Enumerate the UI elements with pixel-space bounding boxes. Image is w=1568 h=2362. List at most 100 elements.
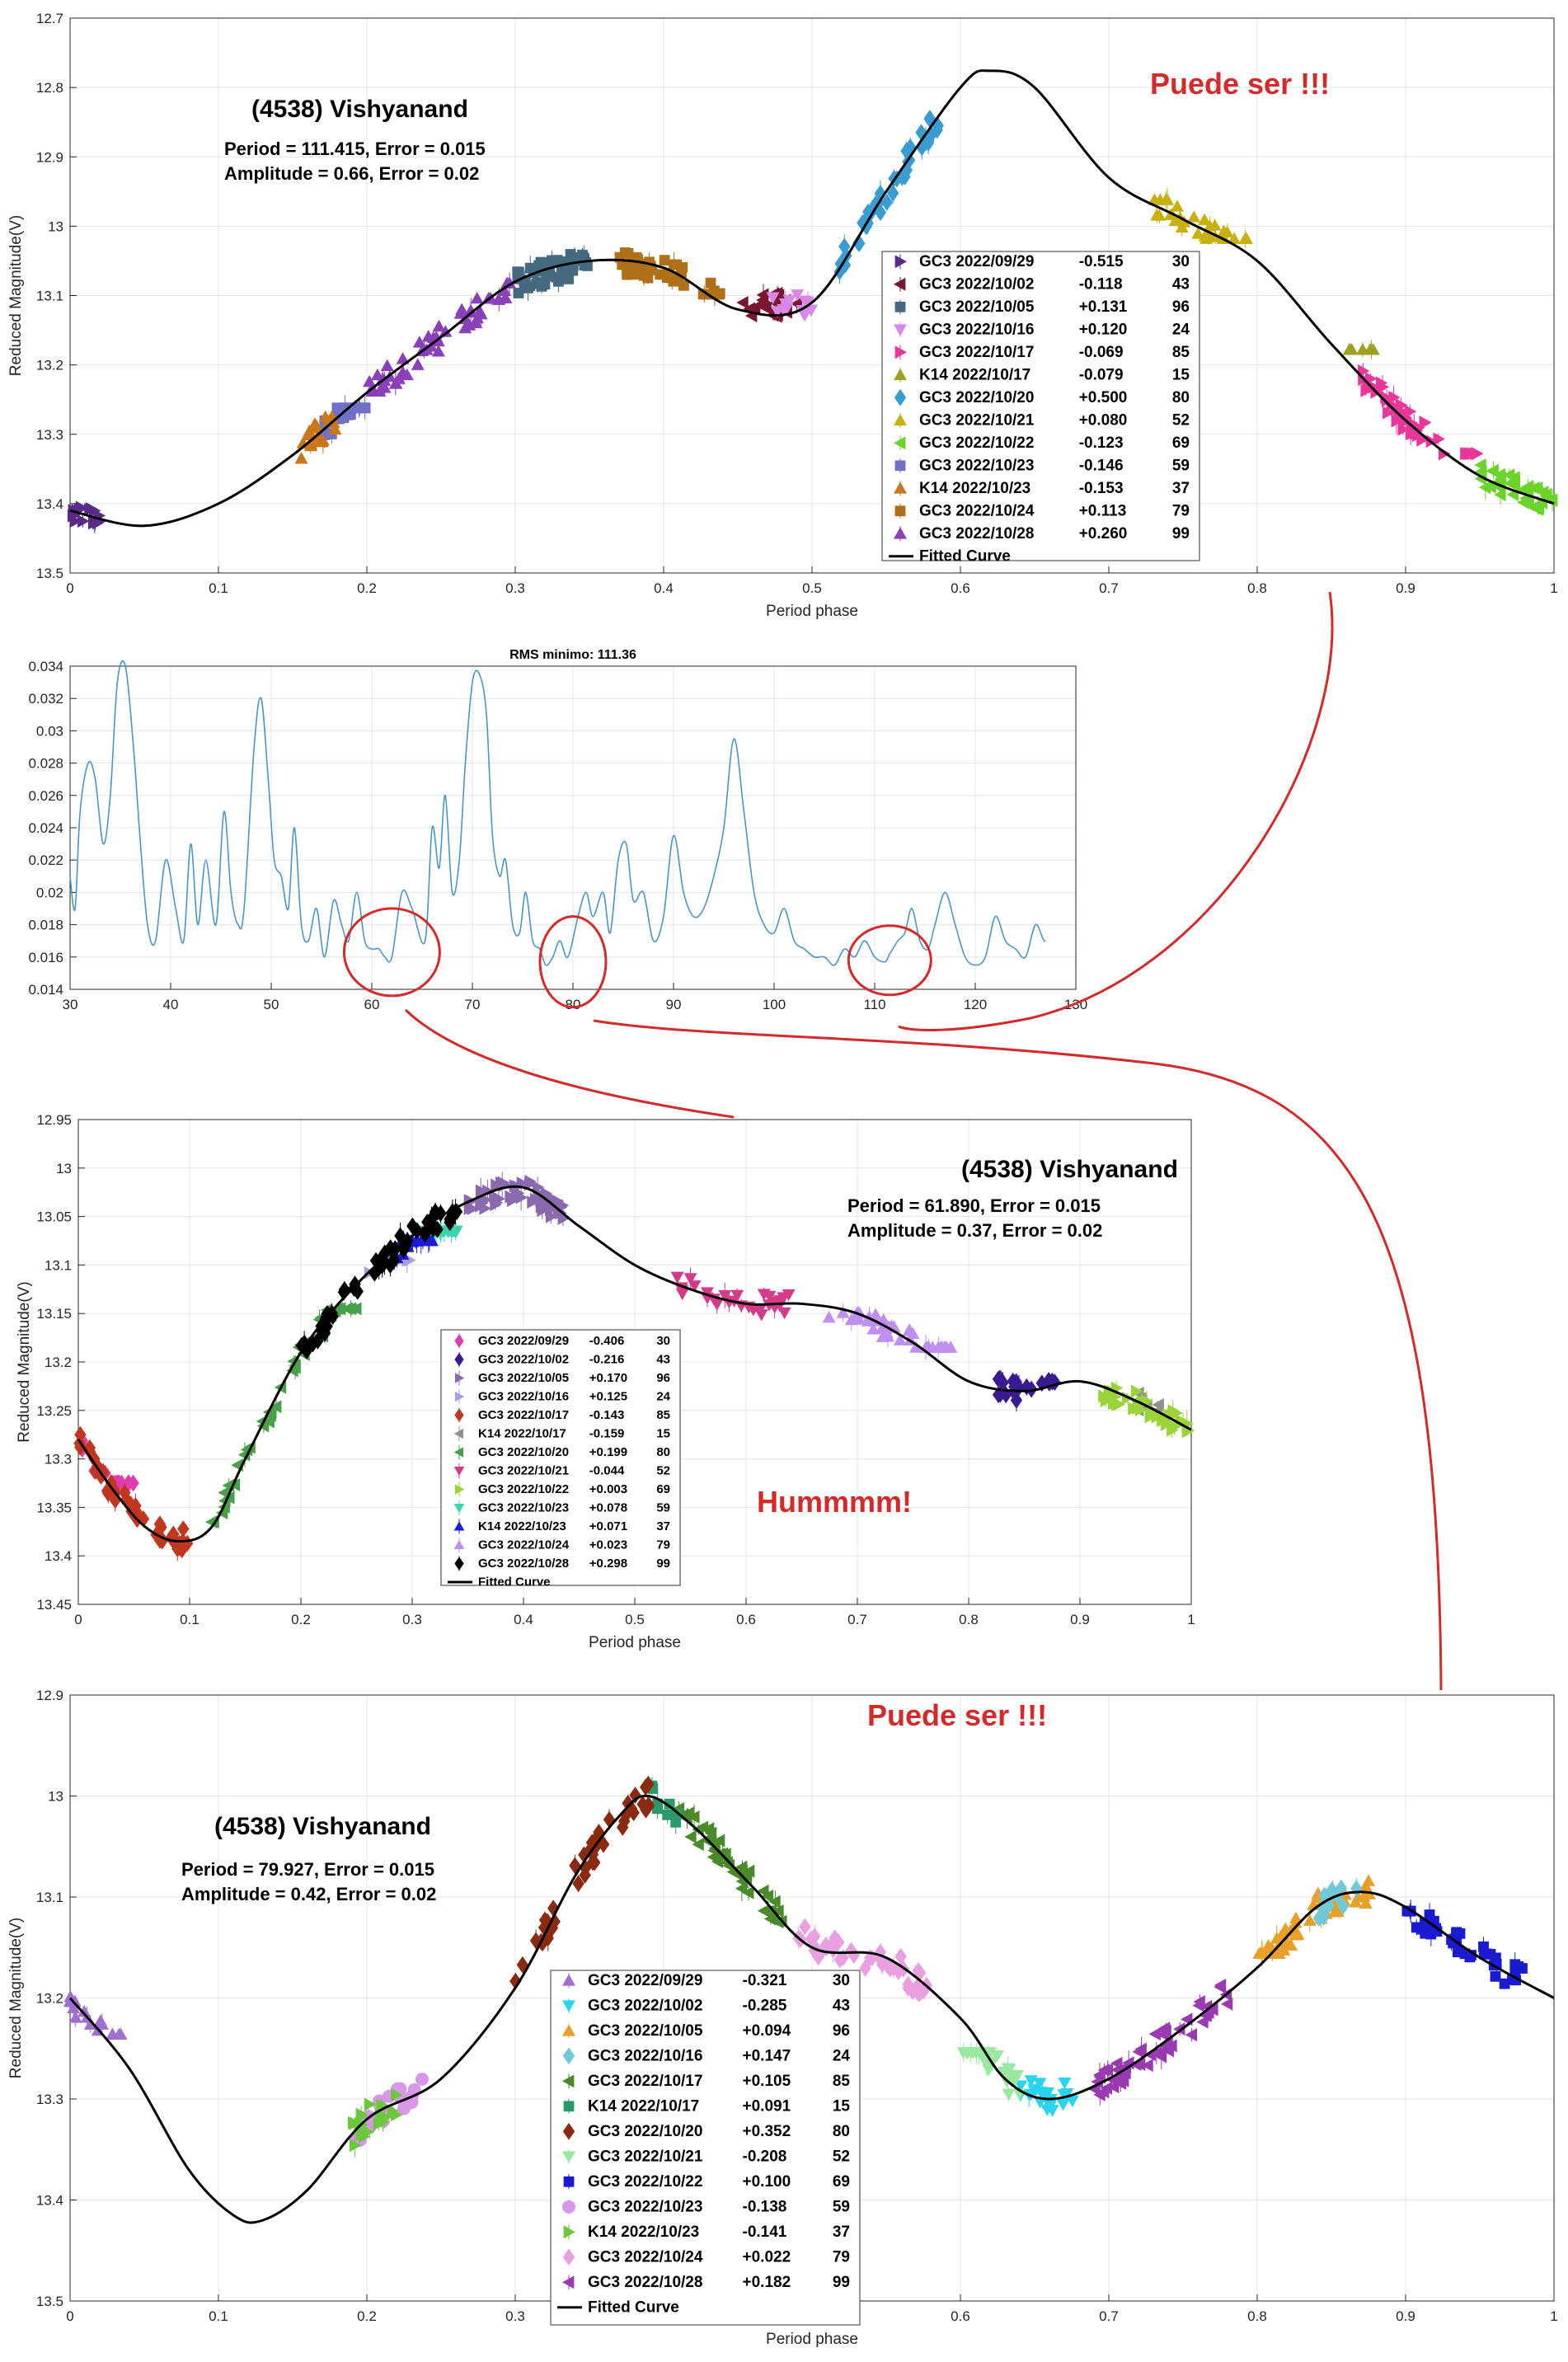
data-point	[1165, 2039, 1177, 2053]
data-point	[1486, 463, 1499, 477]
x-axis-label: Period phase	[766, 603, 858, 620]
data-point	[379, 2111, 392, 2125]
y-tick-label: 12.95	[36, 1112, 72, 1128]
data-point	[88, 1450, 101, 1467]
data-point	[1128, 1402, 1140, 1416]
legend-offset: -0.159	[589, 1427, 625, 1441]
legend-marker	[894, 255, 907, 269]
legend-offset: -0.118	[1079, 276, 1123, 293]
legend-label: GC3 2022/10/20	[588, 2123, 702, 2140]
legend-label: K14 2022/10/17	[919, 367, 1030, 384]
data-point	[1045, 2105, 1059, 2117]
legend-label: GC3 2022/10/17	[919, 344, 1034, 361]
chart-title: RMS minimo: 111.36	[509, 648, 636, 662]
data-point	[1192, 1998, 1204, 2012]
data-point	[1409, 418, 1421, 432]
data-point	[350, 1302, 362, 1316]
legend-offset: +0.260	[1079, 525, 1128, 542]
data-point	[893, 1333, 907, 1345]
x-tick-label: 110	[863, 997, 885, 1012]
data-point	[497, 1176, 509, 1190]
legend-offset: +0.071	[589, 1519, 627, 1533]
x-tick-label: 0.7	[1099, 580, 1119, 596]
data-point	[659, 255, 670, 266]
data-point	[799, 1918, 811, 1936]
data-point	[256, 1419, 270, 1433]
legend-offset: -0.138	[743, 2199, 787, 2216]
x-tick-label: 120	[964, 997, 987, 1012]
legend-marker	[894, 345, 907, 359]
data-point	[939, 1341, 953, 1353]
y-tick-label: 0.026	[28, 788, 63, 804]
data-point	[705, 277, 716, 289]
legend-marker	[454, 1373, 465, 1383]
red-circle-111	[847, 924, 932, 997]
legend-offset: +0.352	[743, 2123, 791, 2140]
legend-offset: +0.091	[743, 2098, 791, 2115]
data-point	[721, 1856, 733, 1870]
y-tick-label: 0.034	[28, 659, 63, 674]
y-tick-label: 0.028	[28, 756, 63, 772]
x-tick-label: 0.3	[505, 2308, 525, 2324]
data-point	[378, 381, 392, 393]
y-tick-label: 0.03	[36, 723, 63, 739]
legend-box	[881, 251, 1200, 561]
y-tick-label: 13.45	[36, 1597, 72, 1613]
annotation-text: Puede ser !!!	[867, 1698, 1047, 1732]
red-connector-80	[593, 1019, 1443, 1691]
data-point	[1433, 432, 1445, 446]
data-point	[1474, 458, 1486, 472]
data-point	[516, 1956, 529, 1974]
data-point	[975, 2047, 989, 2059]
data-point	[295, 1336, 308, 1355]
rms-curve	[69, 660, 1047, 966]
data-point	[1478, 481, 1491, 495]
data-point	[369, 1264, 381, 1282]
series-3	[766, 289, 818, 322]
data-point	[886, 184, 899, 202]
data-point	[396, 352, 410, 364]
data-point	[736, 295, 749, 309]
data-point	[791, 289, 805, 302]
legend-fitted-label: Fitted Curve	[478, 1575, 551, 1590]
data-point	[355, 2109, 369, 2123]
legend-count: 79	[1172, 503, 1190, 520]
legend-fitted-label: Fitted Curve	[919, 548, 1011, 566]
legend-label: GC3 2022/10/21	[919, 412, 1035, 430]
data-point	[1033, 2078, 1047, 2090]
legend-count: 96	[1172, 298, 1190, 316]
data-point	[1217, 224, 1231, 237]
data-point	[177, 1520, 190, 1538]
y-tick-label: 13	[48, 218, 63, 234]
data-point	[551, 271, 562, 283]
legend-fitted-label: Fitted Curve	[588, 2299, 679, 2317]
data-point	[1001, 2063, 1015, 2075]
y-tick-label: 13.4	[36, 2193, 63, 2209]
data-point	[756, 288, 769, 302]
legend-count: 59	[656, 1501, 670, 1515]
data-point	[119, 1484, 131, 1501]
data-point	[1110, 2074, 1123, 2088]
data-point	[629, 1787, 641, 1804]
y-tick-label: 13.2	[45, 1355, 72, 1370]
y-tick-label: 13.1	[45, 1257, 72, 1273]
x-tick-label: 0.2	[357, 2308, 377, 2324]
data-point	[707, 1850, 720, 1864]
data-point	[513, 266, 524, 278]
y-axis-label: Reduced Magnitude(V)	[16, 1281, 33, 1442]
legend-label: GC3 2022/10/21	[588, 2148, 703, 2166]
data-point	[315, 1317, 327, 1335]
data-point	[77, 514, 90, 528]
legend-offset: -0.069	[1079, 344, 1124, 361]
legend-offset: +0.120	[1079, 322, 1128, 339]
data-point	[902, 1979, 914, 1997]
axes-box	[77, 1119, 1192, 1605]
data-point	[1546, 493, 1558, 507]
data-point	[1343, 343, 1357, 355]
data-point	[491, 293, 505, 305]
data-point	[389, 376, 403, 389]
legend-offset: +0.170	[589, 1371, 627, 1385]
data-point	[881, 1957, 894, 1975]
data-point	[446, 1204, 458, 1222]
data-point	[1270, 1932, 1284, 1944]
